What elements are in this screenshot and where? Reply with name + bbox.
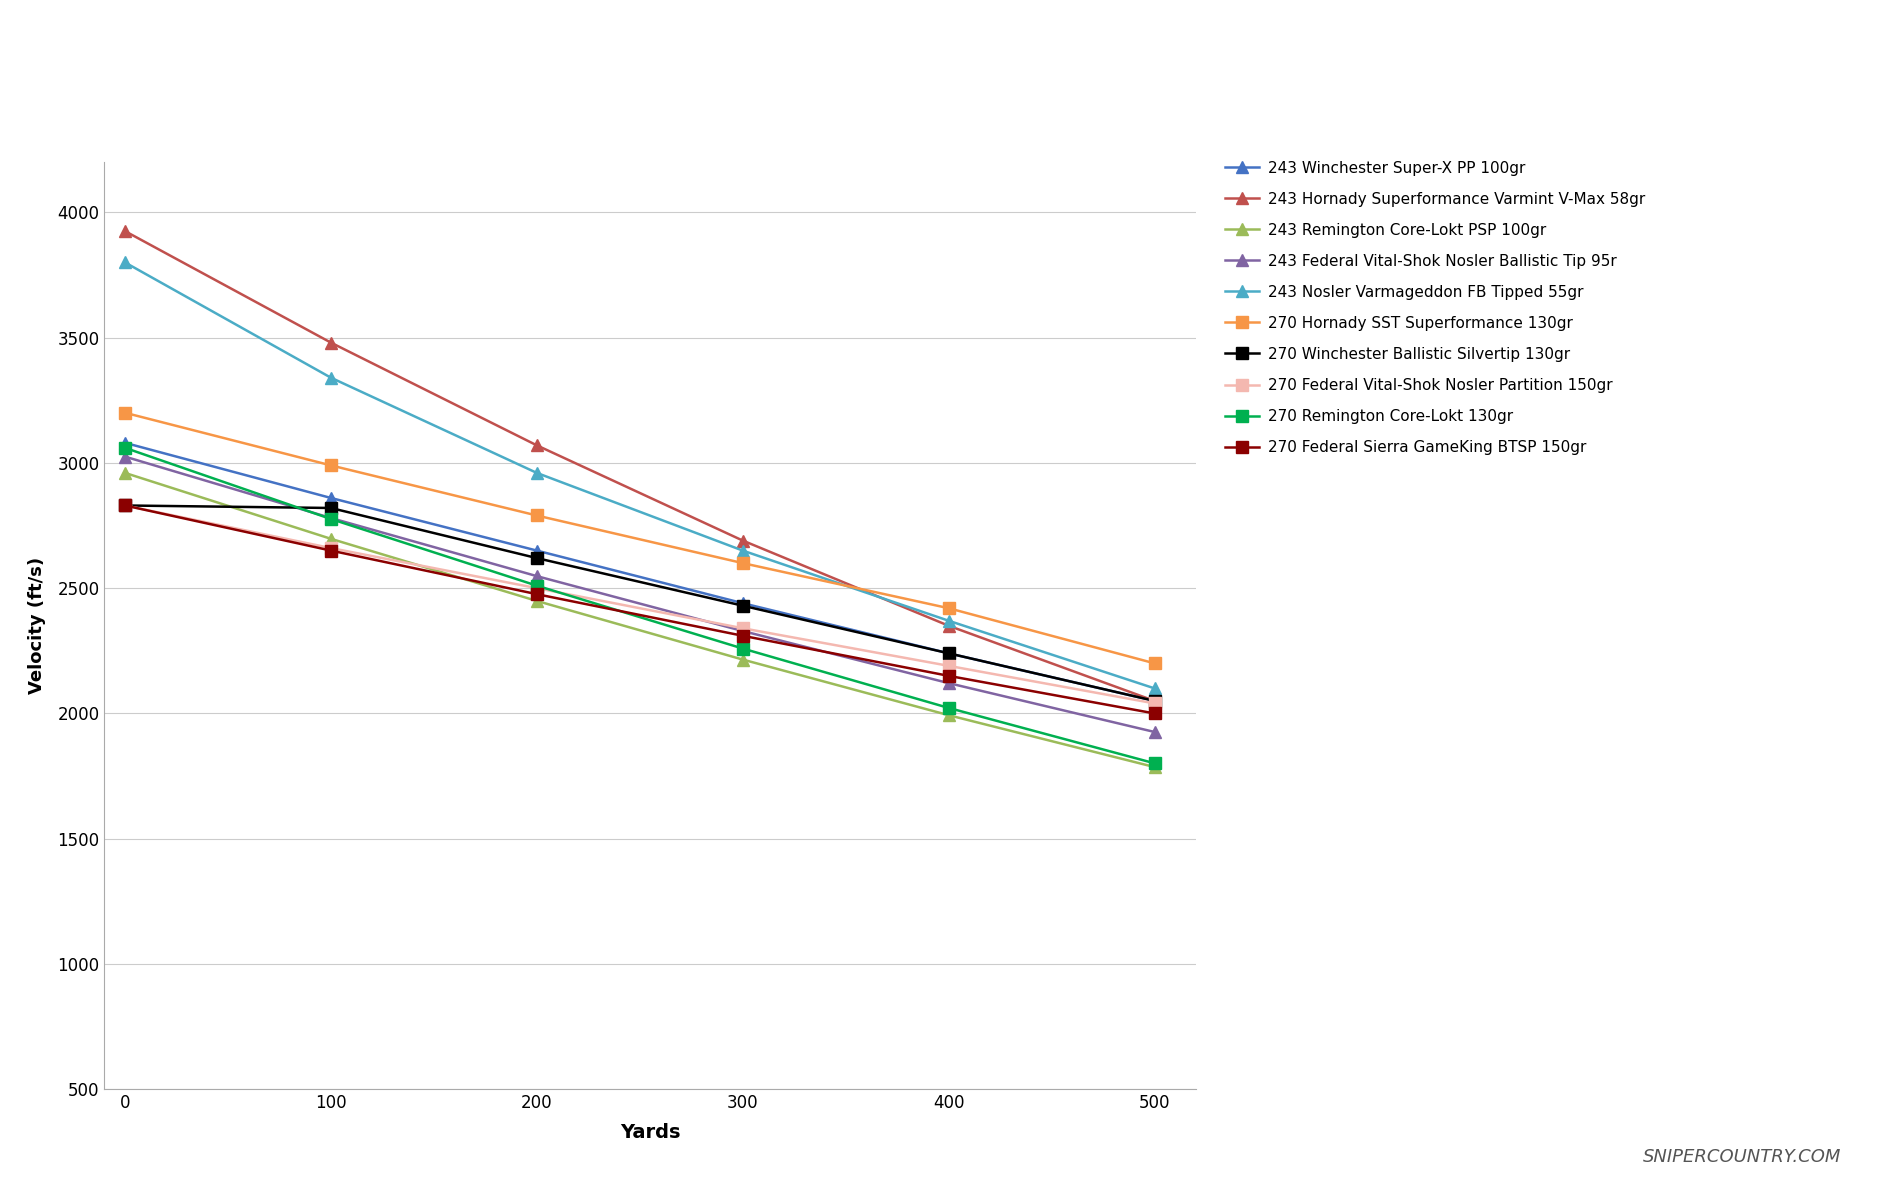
243 Federal Vital-Shok Nosler Ballistic Tip 95r [938,676,960,690]
243 Federal Vital-Shok Nosler Ballistic Tip 95r [1143,725,1165,739]
Line: 243 Remington Core-Lokt PSP 100gr: 243 Remington Core-Lokt PSP 100gr [120,468,1160,773]
270 Federal Sierra GameKing BTSP 150gr [319,543,342,558]
243 Remington Core-Lokt PSP 100gr [319,532,342,546]
243 Hornady Superformance Varmint V-Max 58gr [938,618,960,632]
243 Remington Core-Lokt PSP 100gr [114,465,137,480]
270 Federal Sierra GameKing BTSP 150gr [731,629,754,643]
X-axis label: Yards: Yards [621,1124,679,1143]
243 Winchester Super-X PP 100gr [526,543,549,558]
Y-axis label: Velocity (ft/s): Velocity (ft/s) [28,558,46,694]
270 Remington Core-Lokt 130gr [1143,757,1165,771]
Line: 243 Federal Vital-Shok Nosler Ballistic Tip 95r: 243 Federal Vital-Shok Nosler Ballistic … [120,451,1160,738]
Legend: 243 Winchester Super-X PP 100gr, 243 Hornady Superformance Varmint V-Max 58gr, 2: 243 Winchester Super-X PP 100gr, 243 Hor… [1226,161,1646,455]
243 Nosler Varmageddon FB Tipped 55gr [526,465,549,480]
270 Remington Core-Lokt 130gr [526,579,549,593]
243 Nosler Varmageddon FB Tipped 55gr [938,613,960,628]
243 Remington Core-Lokt PSP 100gr [731,652,754,667]
270 Hornady SST Superformance 130gr [731,556,754,571]
243 Nosler Varmageddon FB Tipped 55gr [1143,681,1165,695]
243 Hornady Superformance Varmint V-Max 58gr [1143,694,1165,708]
270 Remington Core-Lokt 130gr [938,701,960,715]
270 Winchester Ballistic Silvertip 130gr [1143,694,1165,708]
270 Federal Vital-Shok Nosler Partition 150gr [1143,696,1165,710]
270 Federal Vital-Shok Nosler Partition 150gr [526,581,549,596]
270 Hornady SST Superformance 130gr [1143,656,1165,670]
270 Hornady SST Superformance 130gr [526,508,549,522]
243 Nosler Varmageddon FB Tipped 55gr [114,256,137,270]
Line: 243 Winchester Super-X PP 100gr: 243 Winchester Super-X PP 100gr [120,437,1160,707]
270 Federal Vital-Shok Nosler Partition 150gr [319,541,342,555]
243 Federal Vital-Shok Nosler Ballistic Tip 95r [319,511,342,526]
243 Winchester Super-X PP 100gr [731,596,754,610]
Line: 270 Federal Vital-Shok Nosler Partition 150gr: 270 Federal Vital-Shok Nosler Partition … [120,500,1160,709]
243 Hornady Superformance Varmint V-Max 58gr [319,335,342,349]
270 Federal Sierra GameKing BTSP 150gr [114,498,137,513]
270 Remington Core-Lokt 130gr [114,440,137,455]
243 Hornady Superformance Varmint V-Max 58gr [526,438,549,452]
243 Federal Vital-Shok Nosler Ballistic Tip 95r [114,450,137,464]
270 Winchester Ballistic Silvertip 130gr [319,501,342,515]
270 Winchester Ballistic Silvertip 130gr [114,498,137,513]
Line: 270 Remington Core-Lokt 130gr: 270 Remington Core-Lokt 130gr [120,443,1160,768]
Line: 270 Winchester Ballistic Silvertip 130gr: 270 Winchester Ballistic Silvertip 130gr [120,500,1160,707]
243 Winchester Super-X PP 100gr [114,436,137,450]
270 Federal Vital-Shok Nosler Partition 150gr [114,498,137,513]
243 Remington Core-Lokt PSP 100gr [938,708,960,722]
243 Federal Vital-Shok Nosler Ballistic Tip 95r [526,570,549,584]
270 Hornady SST Superformance 130gr [114,406,137,420]
Line: 270 Hornady SST Superformance 130gr: 270 Hornady SST Superformance 130gr [120,407,1160,669]
243 Federal Vital-Shok Nosler Ballistic Tip 95r [731,624,754,638]
270 Federal Vital-Shok Nosler Partition 150gr [731,622,754,636]
243 Winchester Super-X PP 100gr [938,646,960,661]
270 Winchester Ballistic Silvertip 130gr [938,646,960,661]
270 Winchester Ballistic Silvertip 130gr [731,599,754,613]
243 Winchester Super-X PP 100gr [1143,694,1165,708]
243 Hornady Superformance Varmint V-Max 58gr [114,224,137,238]
Line: 270 Federal Sierra GameKing BTSP 150gr: 270 Federal Sierra GameKing BTSP 150gr [120,500,1160,719]
243 Remington Core-Lokt PSP 100gr [1143,760,1165,774]
270 Hornady SST Superformance 130gr [319,458,342,472]
243 Hornady Superformance Varmint V-Max 58gr [731,534,754,548]
243 Remington Core-Lokt PSP 100gr [526,594,549,609]
270 Federal Sierra GameKing BTSP 150gr [526,587,549,601]
243 Nosler Varmageddon FB Tipped 55gr [731,543,754,558]
243 Winchester Super-X PP 100gr [319,491,342,506]
270 Federal Vital-Shok Nosler Partition 150gr [938,658,960,673]
270 Federal Sierra GameKing BTSP 150gr [1143,707,1165,721]
Line: 243 Nosler Varmageddon FB Tipped 55gr: 243 Nosler Varmageddon FB Tipped 55gr [120,257,1160,694]
243 Nosler Varmageddon FB Tipped 55gr [319,371,342,385]
270 Remington Core-Lokt 130gr [731,642,754,656]
270 Remington Core-Lokt 130gr [319,511,342,526]
Text: SNIPERCOUNTRY.COM: SNIPERCOUNTRY.COM [1642,1148,1841,1166]
270 Winchester Ballistic Silvertip 130gr [526,551,549,565]
Line: 243 Hornady Superformance Varmint V-Max 58gr: 243 Hornady Superformance Varmint V-Max … [120,226,1160,707]
270 Hornady SST Superformance 130gr [938,601,960,616]
270 Federal Sierra GameKing BTSP 150gr [938,669,960,683]
Text: BULLET VELOCITY: BULLET VELOCITY [450,22,1448,120]
